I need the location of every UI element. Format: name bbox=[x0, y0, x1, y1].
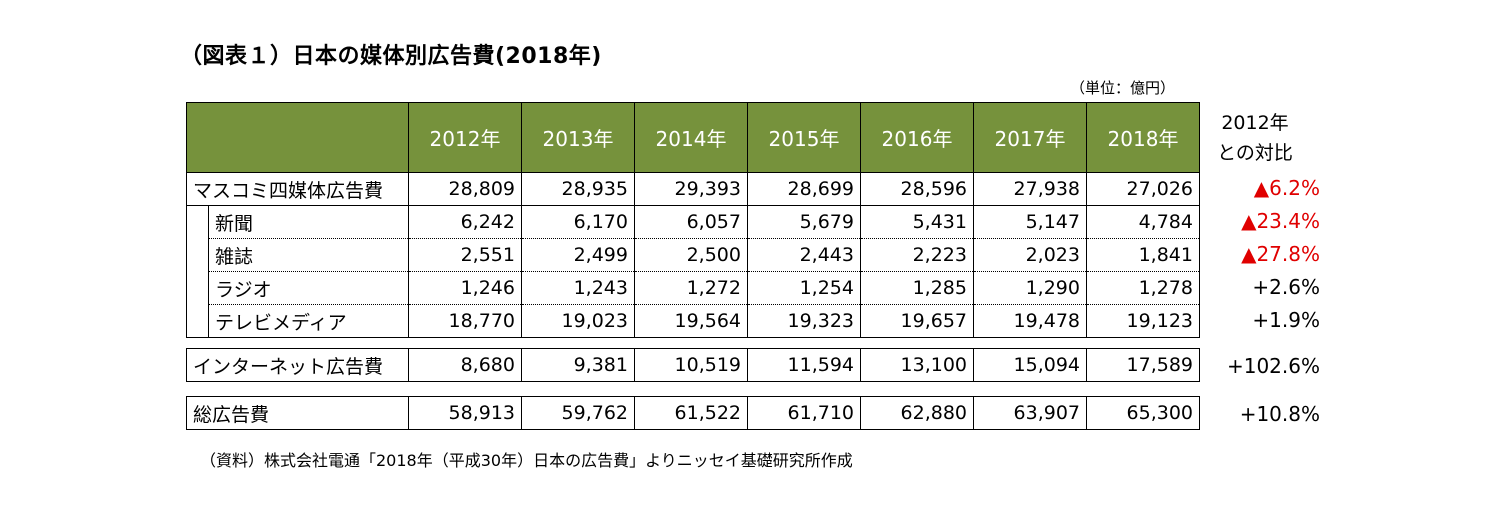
table-cell: 11,594 bbox=[747, 348, 861, 382]
table-cell: 28,699 bbox=[747, 172, 861, 206]
table-cell: 63,907 bbox=[973, 396, 1087, 430]
table-cell: 19,478 bbox=[973, 304, 1087, 338]
comparison-header-line2: との対比 bbox=[1217, 142, 1293, 164]
table-cell: 1,246 bbox=[408, 271, 522, 305]
table-cell: 17,589 bbox=[1086, 348, 1200, 382]
header-corner bbox=[186, 102, 409, 173]
row-label: 新聞 bbox=[208, 205, 409, 239]
internet-table: インターネット広告費 8,680 9,381 10,519 11,594 13,… bbox=[186, 348, 1200, 382]
row-label: インターネット広告費 bbox=[186, 348, 409, 382]
table-cell: 8,680 bbox=[408, 348, 522, 382]
table-cell: 15,094 bbox=[973, 348, 1087, 382]
table-cell: 2,500 bbox=[634, 238, 748, 272]
comparison-value: ▲6.2% bbox=[1253, 176, 1320, 200]
table-cell: 10,519 bbox=[634, 348, 748, 382]
table-cell: 1,272 bbox=[634, 271, 748, 305]
unit-label: （単位：億円） bbox=[1070, 79, 1176, 97]
table-cell: 19,323 bbox=[747, 304, 861, 338]
header-row: 2012年 2013年 2014年 2015年 2016年 2017年 2018… bbox=[186, 102, 1200, 173]
table-cell: 59,762 bbox=[521, 396, 635, 430]
row-label: マスコミ四媒体広告費 bbox=[186, 172, 409, 206]
table-cell: 61,710 bbox=[747, 396, 861, 430]
table-cell: 1,254 bbox=[747, 271, 861, 305]
table-cell: 1,290 bbox=[973, 271, 1087, 305]
indent-cell bbox=[186, 271, 209, 305]
table-cell: 19,023 bbox=[521, 304, 635, 338]
table-cell: 1,841 bbox=[1086, 238, 1200, 272]
indent-cell bbox=[186, 238, 209, 272]
table-row: 新聞 6,242 6,170 6,057 5,679 5,431 5,147 4… bbox=[186, 205, 1200, 239]
year-header: 2015年 bbox=[747, 102, 861, 173]
comparison-header-line1: 2012年 bbox=[1221, 112, 1289, 134]
table-cell: 6,170 bbox=[521, 205, 635, 239]
table-cell: 1,278 bbox=[1086, 271, 1200, 305]
table-cell: 27,938 bbox=[973, 172, 1087, 206]
table-cell: 19,657 bbox=[860, 304, 974, 338]
table-cell: 1,285 bbox=[860, 271, 974, 305]
table-cell: 4,784 bbox=[1086, 205, 1200, 239]
table-cell: 27,026 bbox=[1086, 172, 1200, 206]
table-cell: 2,551 bbox=[408, 238, 522, 272]
table-cell: 28,935 bbox=[521, 172, 635, 206]
table-cell: 28,809 bbox=[408, 172, 522, 206]
comparison-value: ▲23.4% bbox=[1241, 209, 1320, 233]
comparison-value: +1.9% bbox=[1252, 308, 1320, 332]
comparison-value: +102.6% bbox=[1226, 354, 1320, 378]
table-cell: 58,913 bbox=[408, 396, 522, 430]
table-row: テレビメディア 18,770 19,023 19,564 19,323 19,6… bbox=[186, 304, 1200, 338]
comparison-value: ▲27.8% bbox=[1241, 242, 1320, 266]
table-cell: 2,499 bbox=[521, 238, 635, 272]
table-cell: 19,564 bbox=[634, 304, 748, 338]
table-cell: 5,431 bbox=[860, 205, 974, 239]
year-header: 2018年 bbox=[1086, 102, 1200, 173]
row-label: 雑誌 bbox=[208, 238, 409, 272]
table-row: 雑誌 2,551 2,499 2,500 2,443 2,223 2,023 1… bbox=[186, 238, 1200, 272]
comparison-header: 2012年 との対比 bbox=[1205, 108, 1305, 168]
table-cell: 9,381 bbox=[521, 348, 635, 382]
table-cell: 6,057 bbox=[634, 205, 748, 239]
table-cell: 28,596 bbox=[860, 172, 974, 206]
table-cell: 62,880 bbox=[860, 396, 974, 430]
table-cell: 6,242 bbox=[408, 205, 522, 239]
table-cell: 19,123 bbox=[1086, 304, 1200, 338]
indent-cell bbox=[186, 304, 209, 338]
table-cell: 5,147 bbox=[973, 205, 1087, 239]
table-cell: 2,223 bbox=[860, 238, 974, 272]
table-row: マスコミ四媒体広告費 28,809 28,935 29,393 28,699 2… bbox=[186, 172, 1200, 206]
table-cell: 5,679 bbox=[747, 205, 861, 239]
table-row: 総広告費 58,913 59,762 61,522 61,710 62,880 … bbox=[186, 396, 1200, 430]
year-header: 2016年 bbox=[860, 102, 974, 173]
indent-cell bbox=[186, 205, 209, 239]
row-label: テレビメディア bbox=[208, 304, 409, 338]
table-cell: 29,393 bbox=[634, 172, 748, 206]
year-header: 2014年 bbox=[634, 102, 748, 173]
grand-total-table: 総広告費 58,913 59,762 61,522 61,710 62,880 … bbox=[186, 396, 1200, 430]
table-cell: 13,100 bbox=[860, 348, 974, 382]
year-header: 2013年 bbox=[521, 102, 635, 173]
comparison-value: +10.8% bbox=[1239, 402, 1320, 426]
table-row: インターネット広告費 8,680 9,381 10,519 11,594 13,… bbox=[186, 348, 1200, 382]
table-cell: 65,300 bbox=[1086, 396, 1200, 430]
year-header: 2017年 bbox=[973, 102, 1087, 173]
year-header: 2012年 bbox=[408, 102, 522, 173]
source-note: （資料）株式会社電通「2018年（平成30年）日本の広告費」よりニッセイ基礎研究… bbox=[200, 451, 853, 470]
table-cell: 1,243 bbox=[521, 271, 635, 305]
table-cell: 2,443 bbox=[747, 238, 861, 272]
main-table: 2012年 2013年 2014年 2015年 2016年 2017年 2018… bbox=[186, 102, 1200, 338]
row-label: 総広告費 bbox=[186, 396, 409, 430]
page-title: （図表１）日本の媒体別広告費(2018年) bbox=[180, 44, 602, 69]
table-row: ラジオ 1,246 1,243 1,272 1,254 1,285 1,290 … bbox=[186, 271, 1200, 305]
table-cell: 18,770 bbox=[408, 304, 522, 338]
row-label: ラジオ bbox=[208, 271, 409, 305]
table-cell: 61,522 bbox=[634, 396, 748, 430]
table-cell: 2,023 bbox=[973, 238, 1087, 272]
comparison-value: +2.6% bbox=[1252, 275, 1320, 299]
